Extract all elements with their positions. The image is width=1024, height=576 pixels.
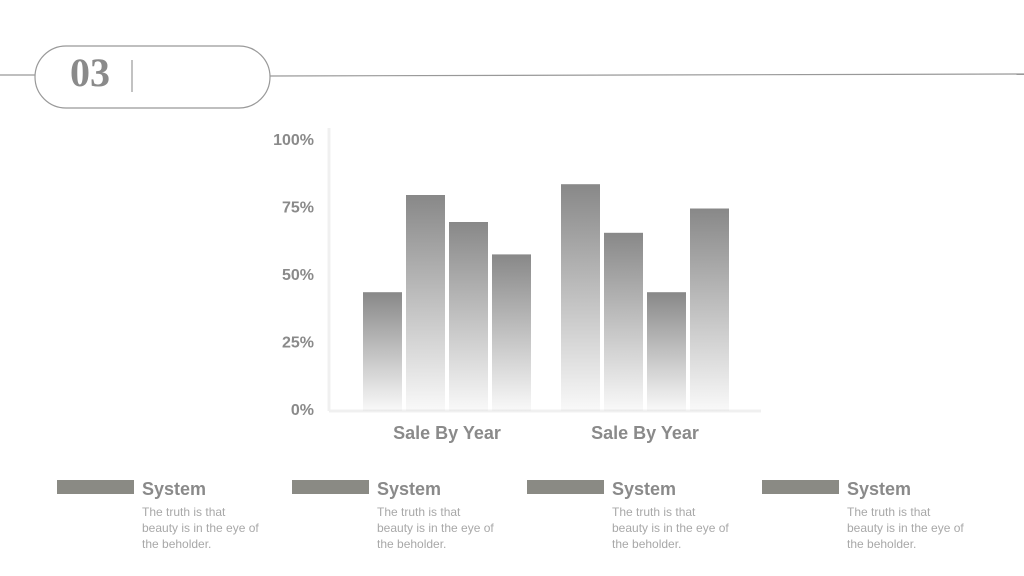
card-title: System (142, 479, 207, 499)
card: System The truth is that beauty is in the… (527, 479, 757, 560)
card-text: The truth is that beauty is in the eye o… (612, 505, 729, 551)
card: System The truth is that beauty is in the… (57, 479, 287, 560)
bar (690, 208, 729, 411)
y-tick-label: 75% (282, 200, 314, 217)
card: System The truth is that beauty is in the… (762, 479, 992, 560)
y-tick-label: 50% (282, 267, 314, 284)
bar (604, 232, 643, 411)
bar (492, 254, 531, 411)
bar (647, 292, 686, 411)
card-bar (527, 480, 604, 494)
card-title: System (612, 479, 677, 499)
card-title: System (847, 479, 912, 499)
header-line (269, 73, 1024, 77)
x-tick-label: Sale By Year (591, 423, 699, 443)
bar (449, 222, 488, 411)
y-tick-label: 100% (273, 132, 314, 149)
card-text: The truth is that beauty is in the eye o… (847, 505, 964, 551)
card-bar (762, 480, 839, 494)
card-text: The truth is that beauty is in the eye o… (377, 505, 494, 551)
bar (363, 292, 402, 411)
card-text: The truth is that beauty is in the eye o… (142, 505, 259, 551)
card: System The truth is that beauty is in the… (292, 479, 522, 560)
x-tick-label: Sale By Year (393, 423, 501, 443)
card-title: System (377, 479, 442, 499)
y-tick-label: 25% (282, 335, 314, 352)
header-pill (34, 45, 271, 109)
card-bar (57, 480, 134, 494)
bar (561, 184, 600, 411)
section-number: 03 (70, 50, 110, 95)
card-bar (292, 480, 369, 494)
y-tick-label: 0% (291, 402, 314, 419)
bar (406, 195, 445, 411)
